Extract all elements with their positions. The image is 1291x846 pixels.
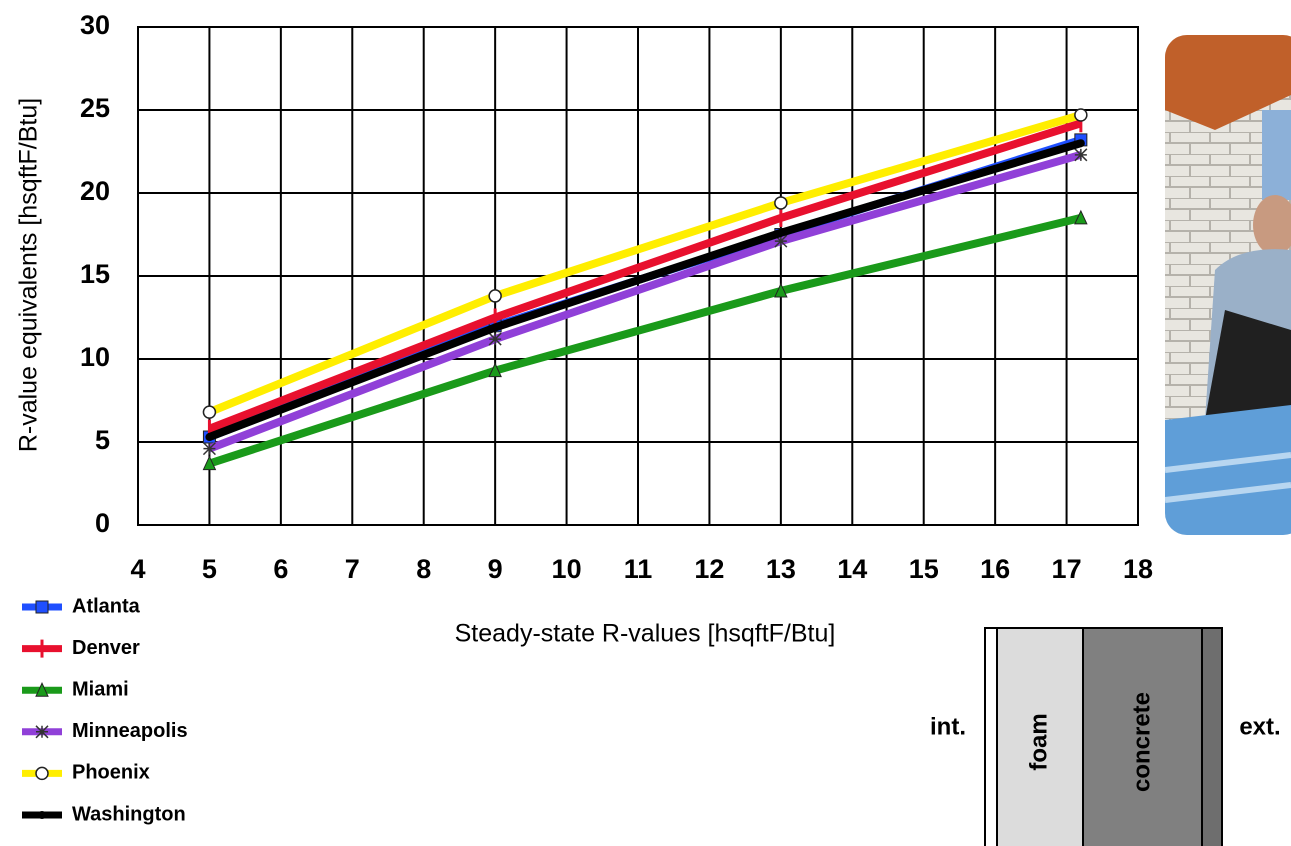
marker [776,228,785,237]
y-tick-label: 20 [80,176,110,206]
x-tick-label: 17 [1052,554,1082,584]
series-line [207,119,1083,433]
layer-label: foam [1025,713,1052,770]
marker [35,682,49,697]
marker [1074,148,1088,162]
x-tick-label: 4 [130,554,145,584]
y-tick-label: 10 [80,342,110,372]
x-tick-label: 13 [766,554,796,584]
marker [774,282,788,298]
series-line [207,111,1082,416]
marker [488,362,502,378]
series-line [208,214,1082,468]
marker [488,332,502,346]
marker [202,455,217,471]
legend-label: Minneapolis [72,720,188,742]
y-tick-label: 30 [80,10,110,40]
x-tick-label: 14 [837,554,867,584]
interior-label: int. [930,713,966,740]
marker [35,725,49,739]
y-tick-label: 25 [80,93,110,123]
x-tick-label: 9 [488,554,503,584]
marker [35,600,49,614]
x-tick-label: 16 [980,554,1010,584]
marker [35,766,49,781]
legend-label: Denver [72,637,140,659]
x-tick-label: 10 [552,554,582,584]
exterior-label: ext. [1239,713,1280,740]
photo [1165,35,1291,535]
x-tick-label: 7 [345,554,360,584]
marker [774,196,788,210]
y-tick-label: 0 [95,508,110,538]
y-axis-title: R-value equivalents [hsqftF/Btu] [15,98,43,452]
x-tick-label: 11 [624,554,653,584]
marker [205,433,214,442]
wall-diagram: int. ext. foam concrete [930,627,1281,846]
marker [202,405,217,419]
x-axis-title: Steady-state R-values [hsqftF/Btu] [455,620,836,648]
x-tick-label: 5 [202,554,217,584]
x-tick-label: 12 [694,554,724,584]
layer-label: concrete [1128,692,1155,792]
marker [202,442,216,456]
series-line [207,150,1082,453]
series-line [207,139,1083,441]
marker [1076,139,1085,148]
marker [1074,209,1088,225]
legend-label: Washington [72,803,186,825]
legend-label: Miami [72,678,129,700]
legend-label: Phoenix [72,762,150,784]
marker [38,811,46,819]
marker [488,289,502,303]
x-tick-label: 18 [1123,554,1153,584]
y-tick-label: 15 [80,259,110,289]
legend-label: Atlanta [72,595,141,617]
x-tick-label: 8 [416,554,431,584]
x-tick-label: 15 [909,554,939,584]
y-tick-label: 5 [95,425,110,455]
x-tick-label: 6 [273,554,288,584]
marker [1074,108,1088,122]
marker [491,323,500,332]
marker [774,234,788,248]
